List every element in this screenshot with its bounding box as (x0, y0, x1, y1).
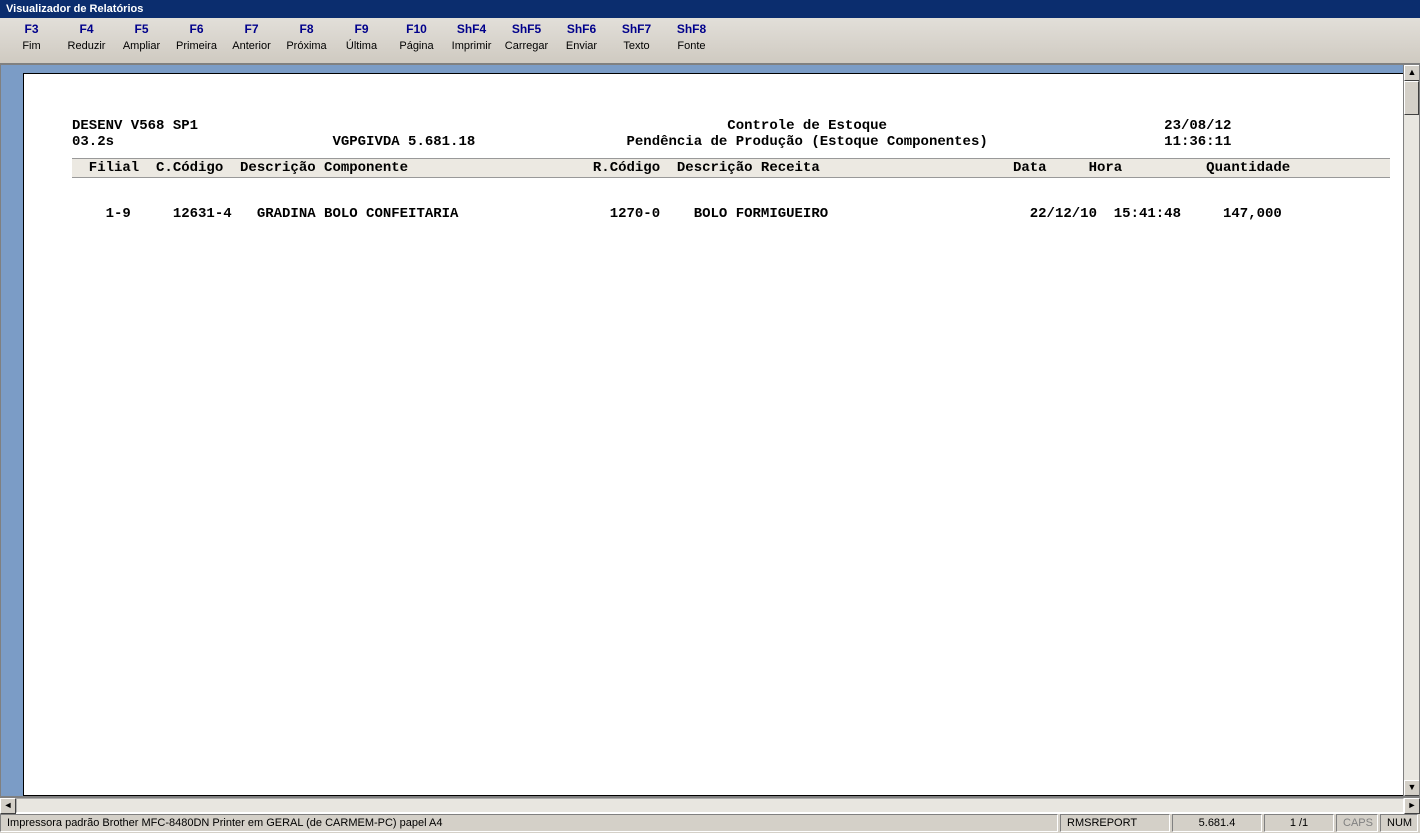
toolbar-label: Imprimir (444, 38, 499, 54)
status-caps: CAPS (1336, 814, 1378, 832)
toolbar-btn-página[interactable]: F10Página (389, 20, 444, 63)
toolbar-label: Enviar (554, 38, 609, 54)
toolbar-label: Ampliar (114, 38, 169, 54)
toolbar-key: ShF8 (664, 20, 719, 38)
toolbar-label: Anterior (224, 38, 279, 54)
toolbar-label: Carregar (499, 38, 554, 54)
toolbar-btn-fim[interactable]: F3Fim (4, 20, 59, 63)
report-header-line1: DESENV V568 SP1 Controle de Estoque 23/0… (72, 118, 1390, 134)
toolbar-key: ShF5 (499, 20, 554, 38)
toolbar-btn-carregar[interactable]: ShF5Carregar (499, 20, 554, 63)
toolbar-key: F5 (114, 20, 169, 38)
status-app: RMSREPORT (1060, 814, 1170, 832)
table-row: 1-9 12631-4 GRADINA BOLO CONFEITARIA 127… (72, 206, 1390, 222)
scroll-down-icon[interactable]: ▼ (1404, 780, 1420, 796)
toolbar-label: Reduzir (59, 38, 114, 54)
vertical-scrollbar[interactable]: ▲ ▼ (1403, 65, 1419, 796)
report-header-line2: 03.2s VGPGIVDA 5.681.18 Pendência de Pro… (72, 134, 1390, 150)
report-page: DESENV V568 SP1 Controle de Estoque 23/0… (23, 73, 1419, 796)
toolbar-key: F4 (59, 20, 114, 38)
toolbar-label: Próxima (279, 38, 334, 54)
hscroll-track[interactable] (16, 798, 1404, 813)
toolbar-key: F3 (4, 20, 59, 38)
toolbar-btn-fonte[interactable]: ShF8Fonte (664, 20, 719, 63)
scroll-thumb[interactable] (1404, 81, 1419, 115)
toolbar-label: Primeira (169, 38, 224, 54)
scroll-up-icon[interactable]: ▲ (1404, 65, 1420, 81)
toolbar-btn-anterior[interactable]: F7Anterior (224, 20, 279, 63)
toolbar-label: Texto (609, 38, 664, 54)
toolbar-btn-próxima[interactable]: F8Próxima (279, 20, 334, 63)
toolbar-key: ShF4 (444, 20, 499, 38)
toolbar-label: Última (334, 38, 389, 54)
horizontal-scrollbar[interactable]: ◄ ► (0, 797, 1420, 813)
toolbar-btn-primeira[interactable]: F6Primeira (169, 20, 224, 63)
toolbar-key: F6 (169, 20, 224, 38)
page-scroll-region: DESENV V568 SP1 Controle de Estoque 23/0… (0, 64, 1420, 797)
toolbar-key: F9 (334, 20, 389, 38)
report-viewer-window: Visualizador de Relatórios F3FimF4Reduzi… (0, 0, 1420, 833)
scroll-left-icon[interactable]: ◄ (0, 798, 16, 814)
toolbar-btn-enviar[interactable]: ShF6Enviar (554, 20, 609, 63)
toolbar-btn-reduzir[interactable]: F4Reduzir (59, 20, 114, 63)
toolbar-key: F10 (389, 20, 444, 38)
scroll-right-icon[interactable]: ► (1404, 798, 1420, 814)
toolbar-btn-texto[interactable]: ShF7Texto (609, 20, 664, 63)
toolbar-btn-última[interactable]: F9Última (334, 20, 389, 63)
scroll-track[interactable] (1404, 81, 1419, 780)
toolbar-key: F7 (224, 20, 279, 38)
toolbar-btn-imprimir[interactable]: ShF4Imprimir (444, 20, 499, 63)
status-num: NUM (1380, 814, 1418, 832)
status-printer: Impressora padrão Brother MFC-8480DN Pri… (0, 814, 1058, 832)
viewer-area: DESENV V568 SP1 Controle de Estoque 23/0… (0, 64, 1420, 813)
status-page: 1 /1 (1264, 814, 1334, 832)
status-bar: Impressora padrão Brother MFC-8480DN Pri… (0, 813, 1420, 833)
toolbar-key: ShF7 (609, 20, 664, 38)
toolbar-label: Página (389, 38, 444, 54)
toolbar-key: F8 (279, 20, 334, 38)
toolbar-btn-ampliar[interactable]: F5Ampliar (114, 20, 169, 63)
window-titlebar: Visualizador de Relatórios (0, 0, 1420, 18)
toolbar-label: Fim (4, 38, 59, 54)
column-header-band: Filial C.Código Descrição Componente R.C… (72, 158, 1390, 178)
toolbar-key: ShF6 (554, 20, 609, 38)
window-title: Visualizador de Relatórios (6, 3, 143, 15)
toolbar: F3FimF4ReduzirF5AmpliarF6PrimeiraF7Anter… (0, 18, 1420, 64)
status-version: 5.681.4 (1172, 814, 1262, 832)
toolbar-label: Fonte (664, 38, 719, 54)
